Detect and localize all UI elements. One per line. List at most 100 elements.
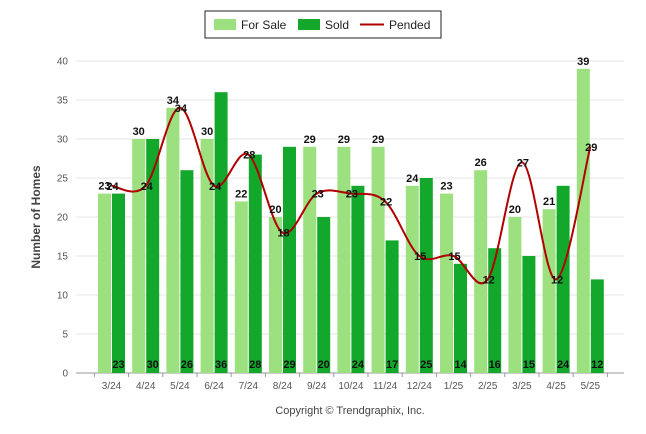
data-label-pended: 24 <box>141 181 154 193</box>
data-label-sold: 23 <box>112 359 124 371</box>
bar-sold <box>556 185 570 373</box>
x-tick-label: 9/24 <box>307 381 327 392</box>
data-label-pended: 27 <box>517 157 529 169</box>
data-label-sold: 29 <box>283 359 295 371</box>
data-label-pended: 18 <box>277 228 289 240</box>
y-tick-label: 15 <box>57 252 69 263</box>
bar-sold <box>419 178 433 373</box>
x-tick-label: 3/25 <box>512 381 532 392</box>
x-tick-label: 4/24 <box>136 381 156 392</box>
bar-for-sale <box>200 139 214 373</box>
bar-for-sale <box>303 146 317 373</box>
y-axis-label: Number of Homes <box>29 165 43 269</box>
data-label-sold: 25 <box>420 359 432 371</box>
bar-for-sale <box>234 201 248 373</box>
data-label-sold: 28 <box>249 359 261 371</box>
bar-sold <box>112 193 125 373</box>
data-label-pended: 12 <box>483 274 495 286</box>
pended-line-path <box>111 106 592 285</box>
data-label-for-sale: 20 <box>269 204 281 216</box>
bar-for-sale <box>166 107 180 374</box>
data-label-sold: 24 <box>557 359 570 371</box>
legend-box <box>204 10 442 39</box>
data-label-for-sale: 30 <box>201 126 213 138</box>
bar-for-sale <box>98 193 111 373</box>
bars <box>98 68 604 374</box>
data-label-pended: 12 <box>551 274 563 286</box>
x-tick-label: 6/24 <box>204 381 224 392</box>
x-tick-label: 1/25 <box>444 381 464 392</box>
bar-sold <box>590 279 604 373</box>
bar-sold <box>454 263 467 373</box>
data-label-sold: 14 <box>454 359 467 371</box>
bar-sold <box>146 139 160 373</box>
data-labels: 23 23 30 30 34 26 30 36 22 28 20 29 29 20 29 24 29 17 24 25… <box>98 56 603 371</box>
x-tick-label: 10/24 <box>338 381 363 392</box>
bar-for-sale <box>474 170 488 373</box>
data-label-pended: 15 <box>414 251 426 263</box>
x-tick-label: 5/24 <box>170 381 190 392</box>
data-label-for-sale: 29 <box>372 134 384 146</box>
legend-swatch-for-sale <box>214 19 236 30</box>
data-label-for-sale: 29 <box>304 134 316 146</box>
data-label-for-sale: 34 <box>167 95 180 107</box>
x-tick-label: 3/24 <box>102 381 122 392</box>
data-label-pended: 23 <box>312 189 324 201</box>
y-tick-label: 10 <box>57 291 69 302</box>
bar-for-sale <box>132 139 146 373</box>
bar-for-sale <box>371 146 385 373</box>
bar-sold <box>214 92 228 373</box>
data-label-for-sale: 24 <box>406 173 419 185</box>
pended-line <box>111 106 592 285</box>
y-tick-label: 20 <box>57 213 69 224</box>
x-tick-label: 12/24 <box>407 381 432 392</box>
data-label-sold: 15 <box>523 359 535 371</box>
bar-for-sale <box>576 68 590 374</box>
legend-label-pended: Pended <box>389 18 430 32</box>
legend-label-sold: Sold <box>325 18 349 32</box>
bar-for-sale <box>440 193 453 373</box>
data-label-sold: 36 <box>215 359 227 371</box>
x-tick-label: 2/25 <box>478 381 498 392</box>
y-tick-label: 5 <box>62 330 68 341</box>
y-tick-label: 40 <box>57 57 69 68</box>
data-label-for-sale: 22 <box>235 188 247 200</box>
data-label-pended: 28 <box>243 150 255 162</box>
data-label-sold: 24 <box>352 359 365 371</box>
bar-for-sale <box>542 209 556 373</box>
data-label-for-sale: 23 <box>440 181 452 193</box>
bar-for-sale <box>405 185 419 373</box>
bar-sold <box>180 170 194 373</box>
copyright-notice: Copyright © Trendgraphix, Inc. <box>275 405 424 417</box>
data-label-sold: 16 <box>489 359 501 371</box>
legend[interactable]: For Sale Sold Pended <box>204 10 442 39</box>
data-label-for-sale: 26 <box>475 157 487 169</box>
bar-sold <box>488 248 502 373</box>
data-label-pended: 24 <box>209 181 222 193</box>
legend-label-for-sale: For Sale <box>241 18 287 32</box>
y-tick-label: 0 <box>62 369 68 380</box>
bar-sold <box>385 240 399 373</box>
bar-for-sale <box>337 146 351 373</box>
x-tick-label: 5/25 <box>581 381 601 392</box>
data-label-pended: 24 <box>106 181 119 193</box>
bar-sold <box>283 146 296 373</box>
x-tick-label: 7/24 <box>239 381 259 392</box>
data-label-pended: 23 <box>346 189 358 201</box>
legend-swatch-sold <box>298 19 320 30</box>
data-label-for-sale: 29 <box>338 134 350 146</box>
x-tick-label: 8/24 <box>273 381 293 392</box>
data-label-pended: 15 <box>448 251 460 263</box>
data-label-for-sale: 30 <box>133 126 145 138</box>
bar-sold <box>317 217 331 373</box>
data-label-pended: 22 <box>380 196 392 208</box>
data-label-pended: 34 <box>175 103 188 115</box>
data-label-sold: 30 <box>147 359 159 371</box>
data-label-sold: 26 <box>181 359 193 371</box>
data-label-for-sale: 23 <box>98 181 110 193</box>
data-label-for-sale: 39 <box>577 56 589 68</box>
y-tick-label: 25 <box>57 174 69 185</box>
bar-sold <box>351 185 365 373</box>
